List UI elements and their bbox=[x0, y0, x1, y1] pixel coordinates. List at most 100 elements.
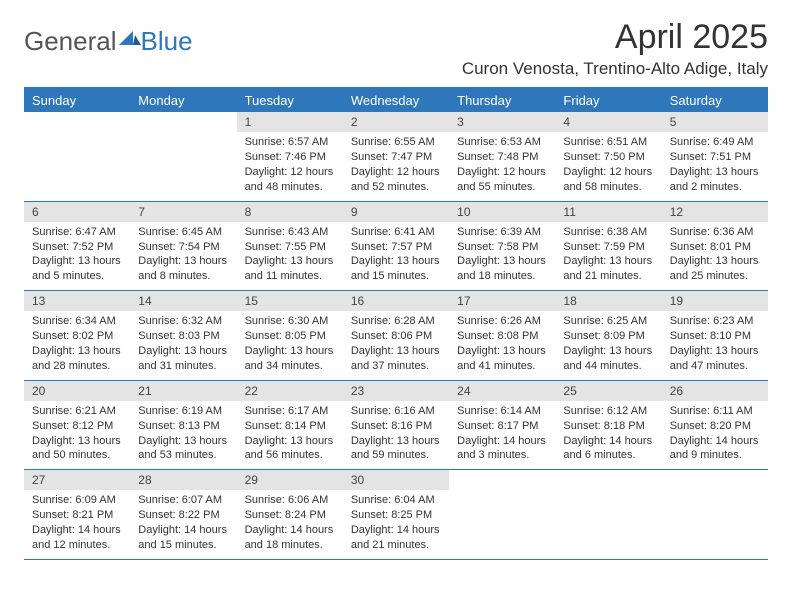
day-content: Sunrise: 6:51 AMSunset: 7:50 PMDaylight:… bbox=[555, 132, 661, 200]
sunrise-line: Sunrise: 6:30 AM bbox=[245, 314, 335, 329]
day-cell bbox=[130, 112, 236, 202]
sunrise-line: Sunrise: 6:36 AM bbox=[670, 225, 760, 240]
day-number: 15 bbox=[237, 291, 343, 311]
day-cell bbox=[449, 470, 555, 560]
sunrise-line: Sunrise: 6:09 AM bbox=[32, 493, 122, 508]
daylight-line: Daylight: 13 hours and 15 minutes. bbox=[351, 254, 441, 284]
day-number: 14 bbox=[130, 291, 236, 311]
sunrise-line: Sunrise: 6:55 AM bbox=[351, 135, 441, 150]
sunset-line: Sunset: 8:21 PM bbox=[32, 508, 122, 523]
day-content: Sunrise: 6:28 AMSunset: 8:06 PMDaylight:… bbox=[343, 311, 449, 379]
day-cell: 18Sunrise: 6:25 AMSunset: 8:09 PMDayligh… bbox=[555, 291, 661, 381]
sunrise-line: Sunrise: 6:07 AM bbox=[138, 493, 228, 508]
sunset-line: Sunset: 8:18 PM bbox=[563, 419, 653, 434]
sunrise-line: Sunrise: 6:23 AM bbox=[670, 314, 760, 329]
sunset-line: Sunset: 8:03 PM bbox=[138, 329, 228, 344]
sunset-line: Sunset: 7:58 PM bbox=[457, 240, 547, 255]
day-number: 10 bbox=[449, 202, 555, 222]
sunset-line: Sunset: 8:14 PM bbox=[245, 419, 335, 434]
sunrise-line: Sunrise: 6:51 AM bbox=[563, 135, 653, 150]
weekday-header: Friday bbox=[555, 89, 661, 112]
day-cell: 11Sunrise: 6:38 AMSunset: 7:59 PMDayligh… bbox=[555, 202, 661, 292]
daylight-line: Daylight: 13 hours and 31 minutes. bbox=[138, 344, 228, 374]
sunrise-line: Sunrise: 6:53 AM bbox=[457, 135, 547, 150]
sunrise-line: Sunrise: 6:25 AM bbox=[563, 314, 653, 329]
day-cell: 14Sunrise: 6:32 AMSunset: 8:03 PMDayligh… bbox=[130, 291, 236, 381]
sunset-line: Sunset: 8:13 PM bbox=[138, 419, 228, 434]
sunset-line: Sunset: 8:22 PM bbox=[138, 508, 228, 523]
day-cell: 28Sunrise: 6:07 AMSunset: 8:22 PMDayligh… bbox=[130, 470, 236, 560]
daylight-line: Daylight: 13 hours and 11 minutes. bbox=[245, 254, 335, 284]
sunset-line: Sunset: 7:54 PM bbox=[138, 240, 228, 255]
page-title: April 2025 bbox=[462, 18, 768, 57]
day-number: 20 bbox=[24, 381, 130, 401]
sunset-line: Sunset: 8:01 PM bbox=[670, 240, 760, 255]
day-content: Sunrise: 6:25 AMSunset: 8:09 PMDaylight:… bbox=[555, 311, 661, 379]
sunrise-line: Sunrise: 6:39 AM bbox=[457, 225, 547, 240]
day-number: 12 bbox=[662, 202, 768, 222]
day-content: Sunrise: 6:39 AMSunset: 7:58 PMDaylight:… bbox=[449, 222, 555, 290]
brand-logo: General Blue bbox=[24, 26, 193, 57]
sunset-line: Sunset: 8:24 PM bbox=[245, 508, 335, 523]
day-cell: 15Sunrise: 6:30 AMSunset: 8:05 PMDayligh… bbox=[237, 291, 343, 381]
day-number: 23 bbox=[343, 381, 449, 401]
day-cell: 27Sunrise: 6:09 AMSunset: 8:21 PMDayligh… bbox=[24, 470, 130, 560]
sunset-line: Sunset: 7:52 PM bbox=[32, 240, 122, 255]
day-cell: 1Sunrise: 6:57 AMSunset: 7:46 PMDaylight… bbox=[237, 112, 343, 202]
day-number: 11 bbox=[555, 202, 661, 222]
day-number: 24 bbox=[449, 381, 555, 401]
daylight-line: Daylight: 13 hours and 2 minutes. bbox=[670, 165, 760, 195]
day-content: Sunrise: 6:23 AMSunset: 8:10 PMDaylight:… bbox=[662, 311, 768, 379]
day-content: Sunrise: 6:36 AMSunset: 8:01 PMDaylight:… bbox=[662, 222, 768, 290]
sunset-line: Sunset: 7:59 PM bbox=[563, 240, 653, 255]
day-cell bbox=[662, 470, 768, 560]
daylight-line: Daylight: 13 hours and 18 minutes. bbox=[457, 254, 547, 284]
sunrise-line: Sunrise: 6:47 AM bbox=[32, 225, 122, 240]
sunset-line: Sunset: 8:25 PM bbox=[351, 508, 441, 523]
sunrise-line: Sunrise: 6:11 AM bbox=[670, 404, 760, 419]
sunset-line: Sunset: 7:48 PM bbox=[457, 150, 547, 165]
day-cell: 19Sunrise: 6:23 AMSunset: 8:10 PMDayligh… bbox=[662, 291, 768, 381]
day-content: Sunrise: 6:11 AMSunset: 8:20 PMDaylight:… bbox=[662, 401, 768, 469]
sunset-line: Sunset: 8:10 PM bbox=[670, 329, 760, 344]
sunset-line: Sunset: 7:50 PM bbox=[563, 150, 653, 165]
sunrise-line: Sunrise: 6:57 AM bbox=[245, 135, 335, 150]
daylight-line: Daylight: 14 hours and 9 minutes. bbox=[670, 434, 760, 464]
day-number: 27 bbox=[24, 470, 130, 490]
day-content: Sunrise: 6:14 AMSunset: 8:17 PMDaylight:… bbox=[449, 401, 555, 469]
day-cell: 6Sunrise: 6:47 AMSunset: 7:52 PMDaylight… bbox=[24, 202, 130, 292]
weekday-header: Monday bbox=[130, 89, 236, 112]
weekday-header: Thursday bbox=[449, 89, 555, 112]
sunset-line: Sunset: 7:47 PM bbox=[351, 150, 441, 165]
sunset-line: Sunset: 8:06 PM bbox=[351, 329, 441, 344]
day-number: 8 bbox=[237, 202, 343, 222]
weekday-header: Saturday bbox=[662, 89, 768, 112]
weekday-header: Tuesday bbox=[237, 89, 343, 112]
sunrise-line: Sunrise: 6:45 AM bbox=[138, 225, 228, 240]
day-cell: 24Sunrise: 6:14 AMSunset: 8:17 PMDayligh… bbox=[449, 381, 555, 471]
day-cell: 25Sunrise: 6:12 AMSunset: 8:18 PMDayligh… bbox=[555, 381, 661, 471]
weekday-header: Sunday bbox=[24, 89, 130, 112]
day-cell: 30Sunrise: 6:04 AMSunset: 8:25 PMDayligh… bbox=[343, 470, 449, 560]
sunset-line: Sunset: 8:17 PM bbox=[457, 419, 547, 434]
sunset-line: Sunset: 7:55 PM bbox=[245, 240, 335, 255]
day-number: 13 bbox=[24, 291, 130, 311]
daylight-line: Daylight: 13 hours and 21 minutes. bbox=[563, 254, 653, 284]
daylight-line: Daylight: 14 hours and 3 minutes. bbox=[457, 434, 547, 464]
sunset-line: Sunset: 7:51 PM bbox=[670, 150, 760, 165]
day-cell: 20Sunrise: 6:21 AMSunset: 8:12 PMDayligh… bbox=[24, 381, 130, 471]
daylight-line: Daylight: 13 hours and 41 minutes. bbox=[457, 344, 547, 374]
sunrise-line: Sunrise: 6:43 AM bbox=[245, 225, 335, 240]
daylight-line: Daylight: 13 hours and 44 minutes. bbox=[563, 344, 653, 374]
day-cell: 23Sunrise: 6:16 AMSunset: 8:16 PMDayligh… bbox=[343, 381, 449, 471]
day-content: Sunrise: 6:04 AMSunset: 8:25 PMDaylight:… bbox=[343, 490, 449, 558]
day-number: 22 bbox=[237, 381, 343, 401]
day-cell: 29Sunrise: 6:06 AMSunset: 8:24 PMDayligh… bbox=[237, 470, 343, 560]
daylight-line: Daylight: 13 hours and 53 minutes. bbox=[138, 434, 228, 464]
daylight-line: Daylight: 13 hours and 56 minutes. bbox=[245, 434, 335, 464]
daylight-line: Daylight: 14 hours and 6 minutes. bbox=[563, 434, 653, 464]
daylight-line: Daylight: 13 hours and 5 minutes. bbox=[32, 254, 122, 284]
day-content: Sunrise: 6:30 AMSunset: 8:05 PMDaylight:… bbox=[237, 311, 343, 379]
sunrise-line: Sunrise: 6:34 AM bbox=[32, 314, 122, 329]
location-label: Curon Venosta, Trentino-Alto Adige, Ital… bbox=[462, 59, 768, 79]
